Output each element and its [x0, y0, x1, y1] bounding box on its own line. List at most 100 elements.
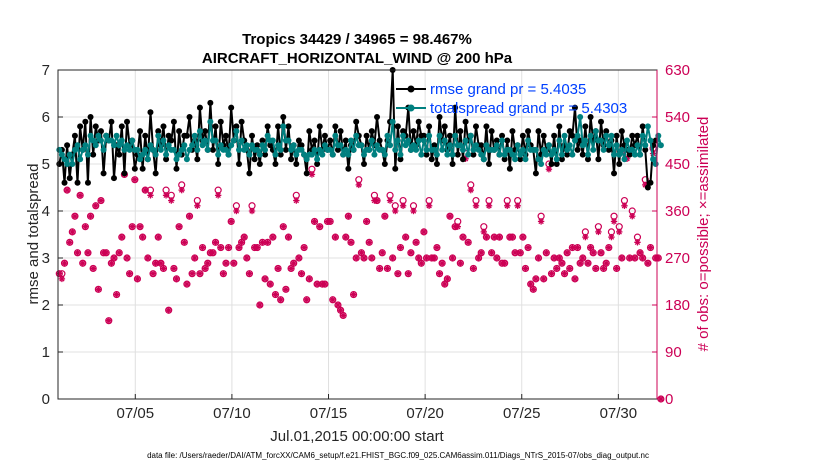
- asterisk-stroke: [595, 229, 602, 235]
- rmse-point: [381, 161, 388, 167]
- obs-assimilated-marker: [537, 218, 545, 225]
- rmse-point: [306, 128, 313, 135]
- obs-assimilated-marker: [514, 202, 521, 209]
- obs-assimilated-marker: [290, 260, 297, 267]
- obs-assimilated-marker: [592, 265, 599, 272]
- rmse-point: [71, 132, 78, 139]
- spread-point: [259, 142, 266, 149]
- spread-point: [407, 146, 414, 153]
- obs-assimilated-marker: [66, 239, 73, 246]
- asterisk-stroke: [436, 270, 443, 277]
- asterisk-stroke: [379, 250, 385, 256]
- obs-assimilated-marker: [595, 228, 602, 236]
- rmse-point: [634, 132, 641, 139]
- spread-point: [525, 137, 532, 144]
- spread-point: [230, 137, 237, 144]
- obs-assimilated-marker: [584, 260, 592, 267]
- spread-point: [496, 151, 503, 158]
- spread-point: [157, 146, 164, 153]
- obs-assimilated-marker: [89, 265, 97, 272]
- spread-point: [413, 146, 420, 153]
- asterisk-stroke: [277, 297, 284, 303]
- obs-assimilated-marker: [605, 244, 613, 251]
- rmse-point: [639, 123, 646, 130]
- spread-point: [384, 132, 391, 139]
- asterisk-stroke: [621, 203, 628, 209]
- obs-assimilated-marker: [517, 249, 524, 256]
- spread-point: [470, 146, 477, 153]
- obs-assimilated-marker: [337, 307, 344, 314]
- obs-assimilated-marker: [597, 249, 605, 256]
- asterisk-stroke: [413, 239, 419, 246]
- asterisk-stroke: [569, 244, 576, 251]
- spread-point: [616, 151, 623, 158]
- spread-point: [118, 137, 125, 144]
- asterisk-stroke: [350, 291, 357, 298]
- rmse-point: [233, 123, 240, 130]
- obs-assimilated-marker: [243, 254, 251, 262]
- obs-assimilated-marker: [470, 265, 477, 272]
- obs-assimilated-marker: [425, 202, 433, 209]
- obs-assimilated-marker: [79, 260, 86, 267]
- obs-assimilated-marker: [97, 197, 105, 204]
- spread-point: [465, 151, 472, 158]
- obs-assimilated-marker: [360, 254, 368, 262]
- rmse-point: [82, 118, 89, 125]
- rmse-point: [452, 104, 459, 111]
- asterisk-stroke: [165, 307, 172, 313]
- obs-assimilated-marker: [287, 265, 295, 272]
- spread-point: [186, 146, 193, 153]
- spread-point: [467, 132, 474, 139]
- asterisk-stroke: [538, 218, 544, 225]
- obs-assimilated-marker: [238, 239, 245, 246]
- spread-point: [160, 137, 167, 144]
- obs-assimilated-marker: [454, 223, 461, 230]
- asterisk-stroke: [494, 255, 500, 261]
- asterisk-stroke: [236, 244, 242, 251]
- y-left-axis-label: rmse and totalspread: [25, 164, 42, 305]
- legend: rmse grand pr = 5.4035 totalspread grand…: [396, 81, 627, 117]
- spread-point: [113, 132, 120, 139]
- obs-assimilated-marker: [170, 265, 178, 272]
- spread-point: [129, 137, 136, 144]
- spread-point: [256, 151, 263, 158]
- asterisk-stroke: [225, 244, 232, 251]
- obs-assimilated-marker: [267, 280, 274, 288]
- rmse-point: [436, 114, 443, 120]
- rmse-point: [84, 179, 91, 186]
- asterisk-stroke: [376, 265, 383, 272]
- rmse-point: [569, 132, 576, 139]
- rmse-point: [142, 132, 149, 139]
- asterisk-stroke: [223, 260, 229, 266]
- asterisk-stroke: [160, 265, 167, 272]
- obs-assimilated-marker: [496, 233, 503, 241]
- asterisk-stroke: [337, 307, 344, 313]
- asterisk-stroke: [69, 229, 76, 235]
- obs-assimilated-marker: [639, 254, 646, 262]
- x-tick-label: 07/10: [213, 405, 251, 422]
- obs-assimilated-marker: [610, 218, 618, 225]
- obs-assimilated-marker: [139, 233, 146, 241]
- asterisk-stroke: [116, 250, 122, 256]
- asterisk-stroke: [192, 255, 198, 261]
- rmse-point: [311, 137, 318, 144]
- asterisk-stroke: [267, 281, 273, 287]
- spread-point: [241, 146, 248, 153]
- asterisk-stroke: [358, 250, 365, 256]
- asterisk-stroke: [249, 208, 255, 214]
- rmse-point: [558, 156, 565, 163]
- spread-point: [124, 142, 131, 149]
- spread-point: [285, 137, 292, 144]
- obs-assimilated-marker: [488, 249, 495, 256]
- obs-assimilated-marker: [457, 260, 464, 267]
- obs-assimilated-marker: [157, 260, 165, 267]
- obs-assimilated-marker: [306, 275, 313, 283]
- rmse-point: [61, 179, 68, 186]
- asterisk-stroke: [533, 276, 539, 282]
- rmse-point: [236, 161, 243, 167]
- obs-assimilated-marker: [613, 265, 620, 272]
- obs-assimilated-marker: [308, 171, 316, 178]
- obs-assimilated-marker: [657, 395, 665, 403]
- spread-point: [592, 128, 599, 135]
- obs-assimilated-marker: [493, 254, 501, 262]
